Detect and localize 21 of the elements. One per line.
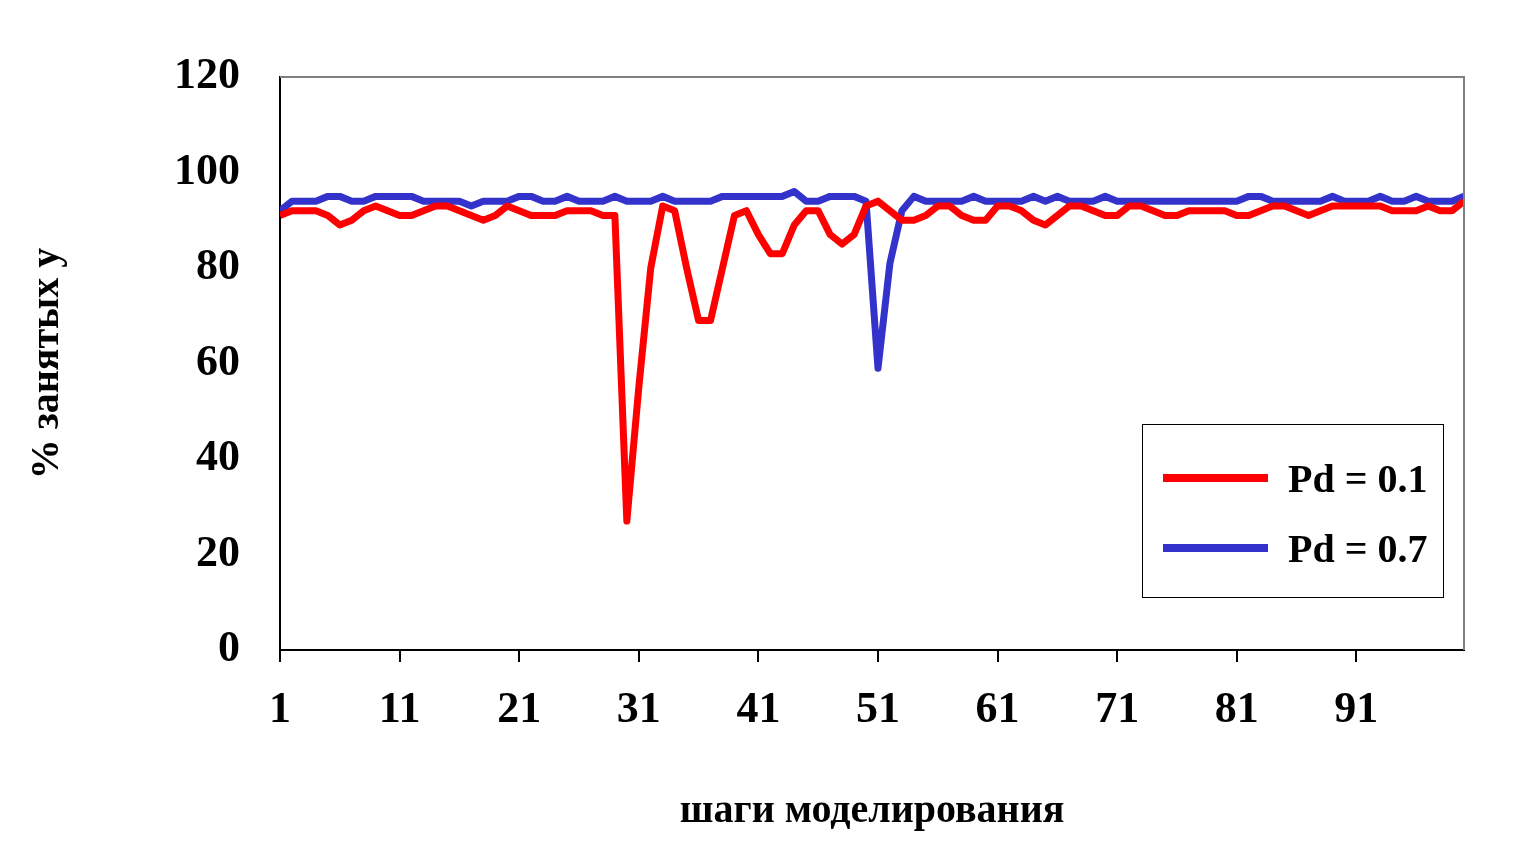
x-tick-label: 51	[855, 682, 900, 732]
y-tick-label: 80	[196, 240, 240, 290]
y-tick-label: 120	[174, 49, 240, 99]
x-tick-label: 11	[378, 682, 421, 732]
x-tick-label: 71	[1095, 682, 1140, 732]
x-tick-label: 41	[736, 682, 781, 732]
x-tick-label: 21	[497, 682, 542, 732]
y-tick-label: 0	[218, 622, 240, 672]
legend-label: Pd = 0.7	[1288, 524, 1428, 572]
x-tick-label: 1	[269, 682, 291, 732]
x-axis-title: шаги моделирования	[679, 786, 1065, 832]
x-tick-label: 31	[616, 682, 661, 732]
y-tick-label: 100	[174, 144, 240, 194]
x-tick-label: 61	[975, 682, 1020, 732]
x-tick-label: 81	[1214, 682, 1259, 732]
legend-label: Pd = 0.1	[1288, 454, 1428, 502]
y-axis-title: % занятых у	[22, 247, 68, 480]
y-tick-label: 60	[196, 335, 240, 385]
y-tick-label: 20	[196, 526, 240, 576]
x-tick-label: 91	[1334, 682, 1379, 732]
y-tick-label: 40	[196, 431, 240, 481]
